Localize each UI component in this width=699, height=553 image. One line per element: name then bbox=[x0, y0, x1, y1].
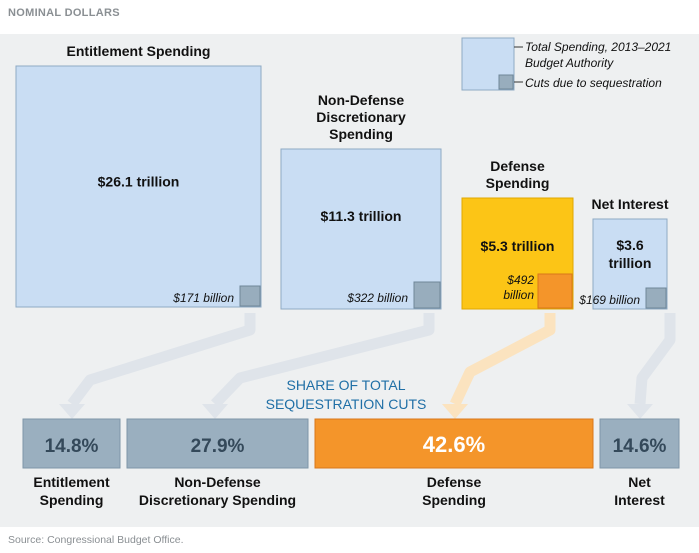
source-note: Source: Congressional Budget Office. bbox=[8, 534, 184, 546]
category-heading-2-3: Spending bbox=[329, 126, 393, 142]
arrow-4-head bbox=[627, 404, 653, 419]
category-heading-4-1: Net Interest bbox=[591, 196, 668, 212]
share-category-3-1: Defense bbox=[427, 474, 482, 490]
total-value-4-2: trillion bbox=[609, 255, 652, 271]
units-label: NOMINAL DOLLARS bbox=[8, 7, 120, 19]
total-box-1 bbox=[15, 65, 262, 308]
total-value-2-1: $11.3 trillion bbox=[321, 208, 402, 224]
arrow-1 bbox=[67, 313, 256, 408]
share-category-1-2: Spending bbox=[40, 492, 104, 508]
category-heading-1-1: Entitlement Spending bbox=[67, 43, 211, 59]
total-value-4-1: $3.6 bbox=[616, 237, 643, 253]
legend-cuts-label: Cuts due to sequestration bbox=[525, 76, 662, 90]
share-category-4-1: Net bbox=[628, 474, 651, 490]
category-heading-2-1: Non-Defense bbox=[318, 92, 405, 108]
arrow-4 bbox=[634, 313, 676, 405]
cut-label-1: $171 billion bbox=[172, 291, 234, 305]
total-value-3-1: $5.3 trillion bbox=[481, 238, 555, 254]
legend-total-label-2: Budget Authority bbox=[525, 56, 614, 70]
share-pct-2: 27.9% bbox=[191, 436, 245, 457]
arrow-2-head bbox=[202, 404, 228, 419]
legend-cut-swatch bbox=[498, 74, 514, 90]
share-box-2 bbox=[126, 418, 309, 469]
total-value-1-1: $26.1 trillion bbox=[98, 174, 180, 190]
category-heading-2-2: Discretionary bbox=[316, 109, 406, 125]
arrow-2 bbox=[211, 313, 435, 408]
cut-label-3-2: billion bbox=[503, 288, 534, 302]
cut-box-2 bbox=[413, 281, 441, 309]
cut-box-1 bbox=[239, 285, 261, 307]
cut-label-2: $322 billion bbox=[346, 291, 408, 305]
share-pct-1: 14.8% bbox=[45, 436, 99, 457]
share-category-3-2: Spending bbox=[422, 492, 486, 508]
share-box-3 bbox=[314, 418, 594, 469]
arrow-3 bbox=[450, 313, 556, 407]
share-pct-3: 42.6% bbox=[423, 432, 485, 457]
cut-label-3-1: $492 bbox=[506, 273, 534, 287]
share-pct-4: 14.6% bbox=[613, 436, 667, 457]
arrow-3-head bbox=[442, 404, 468, 419]
legend-total-label-1: Total Spending, 2013–2021 bbox=[525, 40, 671, 54]
share-category-2-2: Discretionary Spending bbox=[139, 492, 296, 508]
share-box-4 bbox=[599, 418, 680, 469]
category-heading-3-1: Defense bbox=[490, 158, 545, 174]
arrow-1-head bbox=[59, 404, 85, 419]
share-category-4-2: Interest bbox=[614, 492, 665, 508]
share-title-1: SHARE OF TOTAL bbox=[286, 377, 405, 393]
share-category-1-1: Entitlement bbox=[33, 474, 110, 490]
share-category-2-1: Non-Defense bbox=[174, 474, 261, 490]
category-heading-3-2: Spending bbox=[486, 175, 550, 191]
share-title-2: SEQUESTRATION CUTS bbox=[266, 396, 427, 412]
cut-box-4 bbox=[645, 287, 667, 309]
cut-label-4: $169 billion bbox=[578, 293, 640, 307]
share-box-1 bbox=[22, 418, 121, 469]
cut-box-3 bbox=[537, 273, 573, 309]
